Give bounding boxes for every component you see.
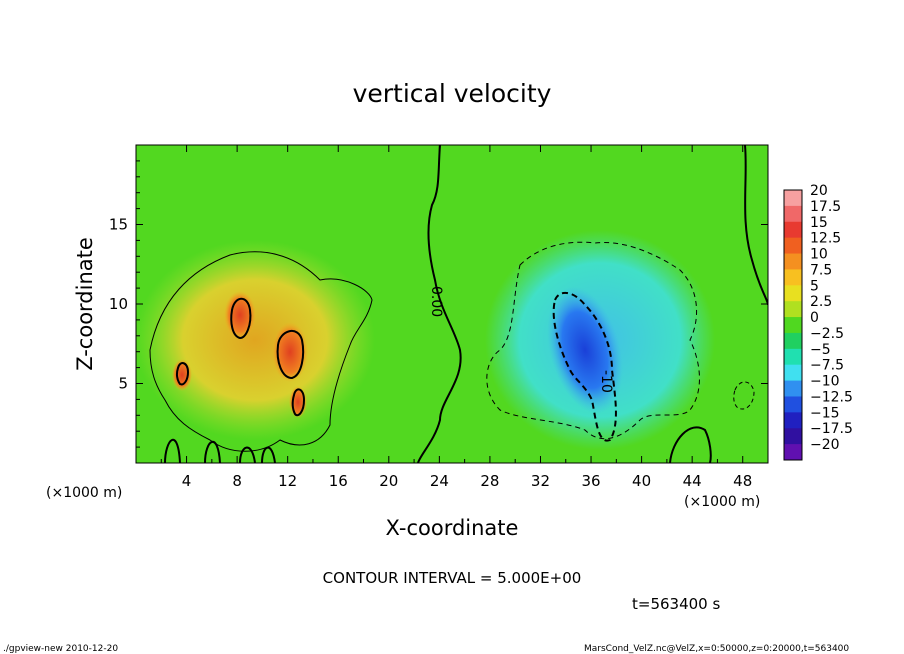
colorbar-swatch (784, 412, 802, 429)
downdraft-core (547, 286, 623, 414)
contour-zero (417, 145, 462, 463)
colorbar-swatch (784, 285, 802, 302)
x-tick-label: 20 (379, 472, 398, 490)
contour-solid-core-3 (175, 362, 190, 386)
contour-dashed-core (552, 291, 617, 442)
contour-zero-bottom-left (164, 438, 276, 463)
contour-solid-core-2 (276, 330, 305, 380)
colorbar-label: 2.5 (810, 294, 832, 310)
time-label: t=563400 s (632, 595, 720, 613)
x-tick-label: 28 (480, 472, 499, 490)
x-axis-ticks: 4 8 12 16 20 24 28 32 36 40 44 48 (160, 145, 752, 490)
x-unit-left: (×1000 m) (46, 485, 122, 501)
colorbar-swatch (784, 364, 802, 382)
colorbar-label: 0 (810, 310, 819, 326)
colorbar-label: −17.5 (810, 421, 853, 437)
colorbar-label: −12.5 (810, 389, 853, 405)
x-tick-label: 40 (632, 472, 651, 490)
colorbar-label: −10 (810, 374, 840, 390)
plot-area: 0.00 -10 (136, 145, 768, 463)
contour-solid-core-4 (291, 388, 306, 417)
colorbar: 2017.51512.5107.552.50−2.5−5−7.5−10−12.5… (783, 183, 853, 461)
x-tick-label: 24 (430, 472, 449, 490)
footer-left: ./gpview-new 2010-12-20 (3, 644, 118, 654)
x-tick-label: 36 (581, 472, 600, 490)
colorbar-swatch (784, 205, 802, 223)
colorbar-label: 15 (810, 215, 828, 231)
colorbar-swatch (784, 269, 802, 286)
y-axis-ticks: 5 10 15 (109, 160, 768, 448)
contour-solid (149, 251, 373, 452)
colorbar-label: 12.5 (810, 231, 841, 247)
x-tick-label: 16 (329, 472, 348, 490)
colorbar-frame (783, 189, 803, 461)
y-tick-label: 15 (109, 216, 128, 234)
y-tick-label: 5 (118, 375, 128, 393)
colorbar-label: −2.5 (810, 326, 844, 342)
colorbar-label: 5 (810, 278, 819, 294)
updraft-region (136, 240, 375, 440)
contour-zero-right (744, 145, 768, 306)
footer-right: MarsCond_VelZ.nc@VelZ,x=0:50000,z=0:2000… (584, 644, 849, 654)
colorbar-swatch (784, 396, 802, 413)
contour-zero-bottom (669, 426, 712, 463)
x-tick-label: 44 (683, 472, 702, 490)
colorbar-label: −15 (810, 405, 840, 421)
colorbar-label: −7.5 (810, 358, 844, 374)
x-tick-label: 4 (182, 472, 192, 490)
contour-label-zero: 0.00 (428, 286, 444, 317)
colorbar-swatch (784, 190, 802, 207)
y-tick-label: 10 (109, 295, 128, 313)
colorbar-swatch (784, 317, 802, 334)
x-unit-right: (×1000 m) (684, 494, 760, 510)
colorbar-label: −20 (810, 437, 840, 453)
x-axis-label: X-coordinate (386, 516, 519, 540)
colorbar-swatch (784, 253, 802, 270)
y-axis-label: Z-coordinate (73, 237, 97, 371)
contour-dashed-small (733, 381, 755, 410)
contour-solid-core-1 (230, 297, 252, 340)
x-tick-label: 48 (733, 472, 752, 490)
colorbar-swatch (784, 301, 802, 318)
colorbar-label: −5 (810, 342, 831, 358)
x-tick-label: 8 (232, 472, 242, 490)
x-tick-label: 12 (278, 472, 297, 490)
chart-title: vertical velocity (353, 79, 552, 108)
colorbar-label: 17.5 (810, 199, 841, 215)
colorbar-swatch (784, 237, 802, 255)
colorbar-swatch (784, 380, 802, 397)
x-tick-label: 32 (531, 472, 550, 490)
contour-interval: CONTOUR INTERVAL = 5.000E+00 (323, 569, 582, 587)
contour-dashed (486, 241, 700, 440)
colorbar-label: 20 (810, 183, 828, 199)
colorbar-swatch (784, 221, 802, 239)
colorbar-label: 7.5 (810, 262, 832, 278)
contour-label-neg: -10 (598, 370, 614, 393)
colorbar-label: 10 (810, 247, 828, 263)
colorbar-swatch (784, 444, 802, 461)
colorbar-swatch (784, 428, 802, 445)
colorbar-swatch (784, 332, 802, 350)
colorbar-swatch (784, 348, 802, 366)
